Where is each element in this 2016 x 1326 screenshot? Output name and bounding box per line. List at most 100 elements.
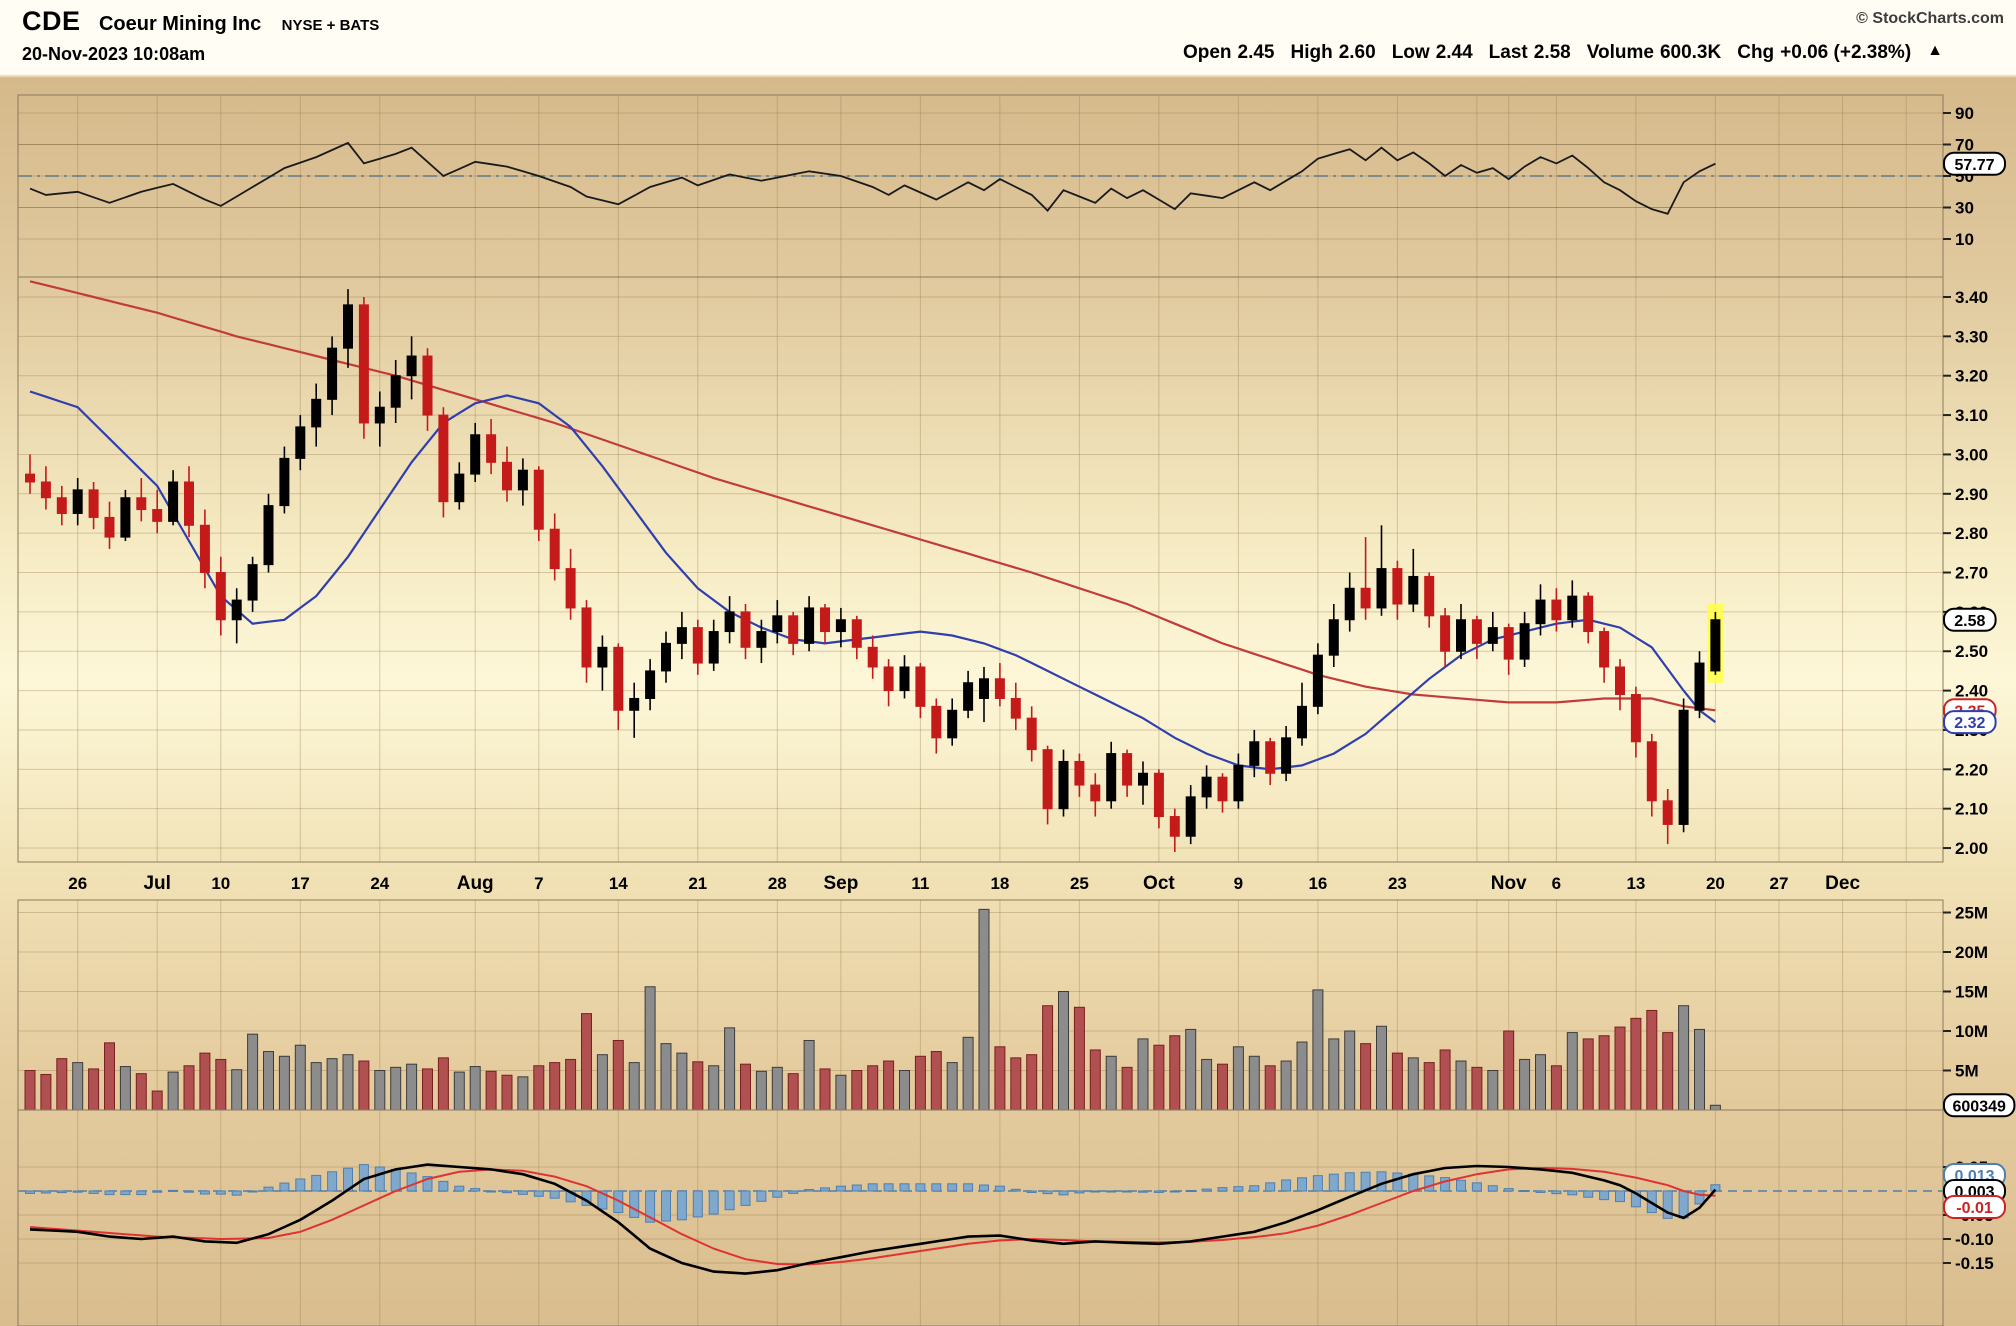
volume-bar — [596, 1054, 608, 1111]
volume-bar — [1471, 1066, 1483, 1111]
macd-histogram-bar — [1122, 1190, 1133, 1193]
macd-histogram-bar — [1265, 1182, 1276, 1192]
volume-bar — [119, 1066, 131, 1111]
svg-text:2.90: 2.90 — [1955, 485, 1988, 504]
svg-text:6: 6 — [1552, 874, 1561, 893]
volume-bar — [1042, 1005, 1054, 1111]
candle — [979, 678, 989, 699]
candle — [629, 697, 640, 711]
candle — [1122, 753, 1133, 786]
macd-histogram-bar — [1042, 1190, 1053, 1195]
macd-histogram-bar — [724, 1190, 735, 1211]
svg-text:3.10: 3.10 — [1955, 406, 1988, 425]
chart-title-row: CDE Coeur Mining Inc NYSE + BATS — [22, 6, 379, 37]
candle — [1630, 694, 1641, 743]
volume-bar — [263, 1051, 274, 1111]
volume-bar — [1312, 989, 1324, 1111]
candle — [152, 509, 163, 522]
macd-histogram-bar — [1535, 1190, 1546, 1193]
macd-histogram-bar — [279, 1182, 290, 1192]
macd-histogram-bar — [1169, 1190, 1180, 1193]
svg-text:2.00: 2.00 — [1955, 839, 1988, 858]
candle — [867, 646, 878, 668]
quote-summary-row: Open 2.45 High 2.60 Low 2.44 Last 2.58 Volum… — [1183, 42, 1943, 64]
volume-bar — [72, 1062, 84, 1111]
macd-histogram-bar — [645, 1190, 656, 1223]
macd-histogram-bar — [1281, 1179, 1292, 1192]
macd-panel — [25, 1163, 1721, 1275]
candle — [1710, 619, 1721, 672]
macd-histogram-bar — [517, 1190, 528, 1195]
volume-bar — [533, 1065, 545, 1111]
volume-bar — [40, 1073, 52, 1111]
volume-bar — [708, 1065, 720, 1111]
macd-histogram-bar — [1233, 1186, 1244, 1192]
macd-histogram-bar — [438, 1180, 449, 1192]
volume-bar — [199, 1052, 211, 1111]
macd-histogram-bar — [486, 1190, 497, 1193]
candle — [25, 473, 35, 483]
svg-text:-0.01: -0.01 — [1956, 1200, 1993, 1217]
volume-bar — [1185, 1028, 1197, 1111]
volume-bar — [167, 1071, 179, 1111]
candle — [1201, 776, 1212, 798]
macd-histogram-bar — [184, 1190, 194, 1193]
macd-histogram-bar — [1328, 1173, 1339, 1192]
svg-text:3.30: 3.30 — [1955, 327, 1988, 346]
macd-histogram-bar — [1662, 1190, 1673, 1219]
candle — [772, 615, 783, 633]
svg-text:15M: 15M — [1955, 983, 1988, 1002]
volume-bar — [1264, 1065, 1276, 1111]
candle — [883, 666, 894, 692]
candle — [311, 398, 322, 428]
candle — [1090, 784, 1101, 802]
svg-text:3.40: 3.40 — [1955, 288, 1988, 307]
macd-histogram-bar — [1201, 1188, 1212, 1192]
candle — [788, 615, 799, 644]
volume-bar — [644, 986, 656, 1111]
candle — [1440, 615, 1451, 652]
candle — [1249, 741, 1260, 766]
macd-histogram-bar — [1678, 1190, 1689, 1219]
volume-bar — [549, 1062, 561, 1111]
volume-bar — [835, 1074, 847, 1111]
volume-bar — [485, 1070, 497, 1111]
candle — [1169, 816, 1180, 837]
macd-histogram-bar — [40, 1190, 51, 1194]
candle — [692, 627, 703, 664]
macd-histogram-bar — [820, 1187, 830, 1192]
svg-text:90: 90 — [1955, 104, 1974, 123]
candle — [756, 631, 767, 648]
volume-bar — [294, 1044, 306, 1111]
volume-bar — [1630, 1017, 1642, 1111]
volume-bar — [501, 1074, 513, 1111]
candle — [184, 481, 194, 526]
macd-histogram-bar — [1408, 1173, 1419, 1192]
macd-line — [29, 1163, 1717, 1275]
svg-text:7: 7 — [534, 874, 543, 893]
volume-bar — [1121, 1066, 1133, 1111]
macd-histogram-bar — [199, 1190, 210, 1195]
macd-histogram-bar — [406, 1172, 417, 1192]
svg-text:3.20: 3.20 — [1955, 367, 1988, 386]
macd-histogram-bar — [1026, 1190, 1037, 1193]
candle — [470, 434, 481, 475]
macd-histogram-bar — [1138, 1190, 1148, 1193]
macd-histogram-bar — [1630, 1190, 1641, 1208]
volume-bar — [437, 1057, 449, 1111]
candle — [1662, 800, 1673, 825]
macd-histogram-bar — [1551, 1190, 1562, 1195]
macd-histogram-bar — [899, 1183, 910, 1192]
volume-bar — [883, 1060, 895, 1111]
macd-histogram-bar — [613, 1190, 624, 1214]
candle — [994, 678, 1005, 699]
candle — [40, 481, 51, 499]
candle — [533, 469, 544, 530]
svg-text:20M: 20M — [1955, 943, 1988, 962]
candle — [136, 497, 147, 511]
volume-bar — [1439, 1049, 1451, 1111]
svg-text:9: 9 — [1234, 874, 1243, 893]
candle — [1424, 575, 1435, 617]
